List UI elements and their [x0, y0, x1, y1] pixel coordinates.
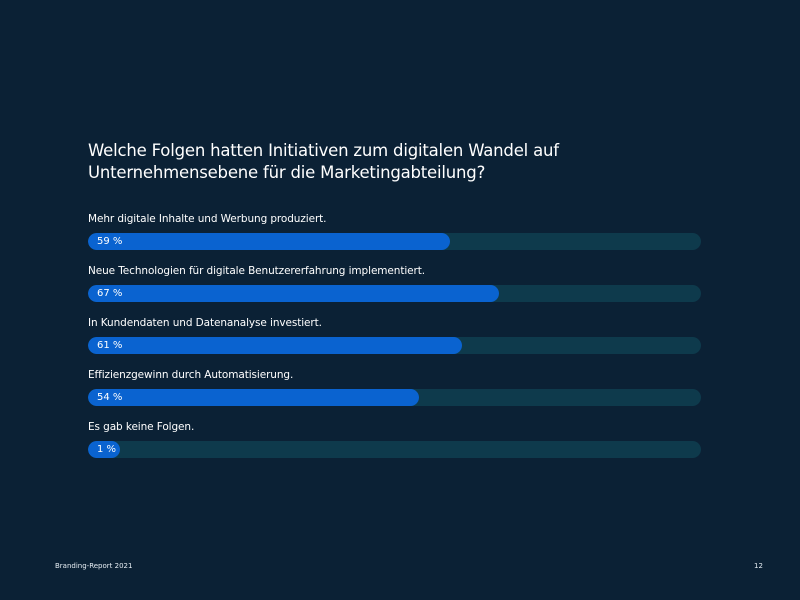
bar-row: Effizienzgewinn durch Automatisierung. 5…: [88, 366, 701, 418]
bar-value-label: 54 %: [97, 392, 123, 403]
bar-value-label: 1 %: [97, 444, 117, 455]
bar-value-label: 67 %: [97, 288, 123, 299]
bar-row: Es gab keine Folgen. 1 %: [88, 418, 701, 470]
footer-report-name: Branding-Report 2021: [55, 562, 133, 570]
bar-track: 1 %: [88, 441, 701, 458]
bar-category-label: In Kundendaten und Datenanalyse investie…: [88, 317, 322, 329]
bar-track: 59 %: [88, 233, 701, 250]
bar-track: 61 %: [88, 337, 701, 354]
bar-category-label: Neue Technologien für digitale Benutzere…: [88, 265, 426, 277]
bar-row: Mehr digitale Inhalte und Werbung produz…: [88, 210, 701, 262]
bar-fill: [88, 285, 499, 302]
bar-row: Neue Technologien für digitale Benutzere…: [88, 262, 701, 314]
bar-category-label: Mehr digitale Inhalte und Werbung produz…: [88, 213, 327, 225]
bar-fill: [88, 389, 420, 406]
bar-row: In Kundendaten und Datenanalyse investie…: [88, 314, 701, 366]
bar-fill: [88, 337, 462, 354]
bar-track: 67 %: [88, 285, 701, 302]
bar-fill: [88, 233, 450, 250]
bar-fill: [88, 441, 120, 458]
page-number: 12: [754, 562, 763, 570]
bar-category-label: Effizienzgewinn durch Automatisierung.: [88, 369, 294, 381]
chart-title: Welche Folgen hatten Initiativen zum dig…: [88, 141, 559, 182]
bar-track: 54 %: [88, 389, 701, 406]
bar-value-label: 61 %: [97, 340, 123, 351]
bar-category-label: Es gab keine Folgen.: [88, 421, 195, 433]
bar-value-label: 59 %: [97, 236, 123, 247]
bar-chart: Mehr digitale Inhalte und Werbung produz…: [88, 210, 701, 470]
